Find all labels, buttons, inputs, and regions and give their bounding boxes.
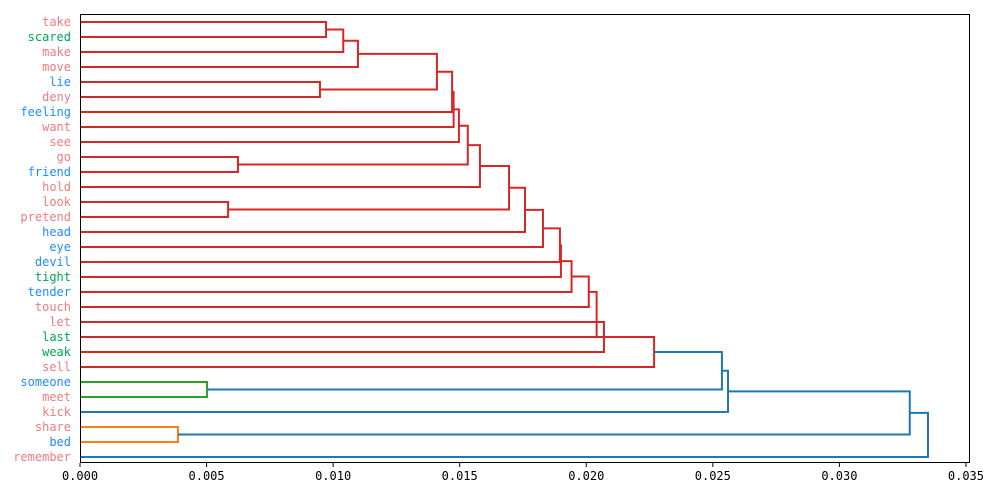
leaf-label-deny: deny: [42, 90, 71, 104]
dendrogram-link-14: [80, 208, 544, 248]
dendrogram-link-26: [177, 390, 911, 436]
dendrogram-link-1: [80, 28, 345, 53]
dendrogram-link-27: [80, 411, 929, 458]
leaf-label-sell: sell: [42, 360, 71, 374]
leaf-label-meet: meet: [42, 390, 71, 404]
leaf-labels: takescaredmakemoveliedenyfeelingwantseeg…: [13, 15, 72, 464]
leaf-label-weak: weak: [42, 345, 72, 359]
x-tick-label: 0.015: [442, 469, 478, 483]
leaf-label-go: go: [57, 150, 71, 164]
x-tick-label: 0.035: [948, 469, 984, 483]
x-tick-label: 0.010: [315, 469, 351, 483]
dendrogram-link-9: [237, 124, 469, 166]
leaf-label-hold: hold: [42, 180, 71, 194]
x-tick-label: 0.000: [62, 469, 98, 483]
dendrogram-link-3: [80, 81, 321, 98]
leaf-label-move: move: [42, 60, 71, 74]
dendrogram-link-18: [80, 275, 590, 308]
leaf-label-devil: devil: [35, 255, 71, 269]
dendrogram-link-23: [207, 351, 723, 391]
leaf-label-last: last: [42, 330, 71, 344]
dendrogram-link-7: [80, 108, 460, 143]
leaf-label-friend: friend: [28, 165, 71, 179]
leaf-label-make: make: [42, 45, 71, 59]
dendrogram-link-22: [80, 381, 209, 398]
leaf-label-want: want: [42, 120, 71, 134]
dendrogram-link-5: [80, 70, 454, 113]
leaf-label-head: head: [42, 225, 71, 239]
leaf-label-bed: bed: [49, 435, 71, 449]
dendrogram-link-10: [80, 144, 481, 188]
dendrogram-link-25: [80, 426, 179, 443]
dendrogram-link-11: [80, 201, 230, 218]
leaf-label-scared: scared: [28, 30, 71, 44]
x-tick-label: 0.025: [695, 469, 731, 483]
dendrogram-link-15: [80, 227, 561, 263]
x-axis: 0.000 0.005 0.010 0.015 0.020 0.025 0.030 0.035: [62, 463, 984, 483]
x-tick-label: 0.020: [568, 469, 604, 483]
x-tick-label: 0.005: [189, 469, 225, 483]
dendrogram-link-2: [80, 39, 359, 68]
leaf-label-take: take: [42, 15, 71, 29]
leaf-label-touch: touch: [35, 300, 71, 314]
plot-frame: [80, 14, 970, 463]
leaf-label-feeling: feeling: [20, 105, 71, 119]
leaf-label-remember: remember: [13, 450, 71, 464]
leaf-label-someone: someone: [20, 375, 71, 389]
dendrogram-link-8: [80, 156, 239, 173]
dendrogram-link-0: [80, 21, 328, 38]
dendrogram-links: [80, 21, 929, 458]
leaf-label-share: share: [35, 420, 71, 434]
x-tick-label: 0.030: [821, 469, 857, 483]
leaf-label-tender: tender: [28, 285, 71, 299]
dendrogram-link-19: [80, 290, 598, 338]
leaf-label-eye: eye: [49, 240, 71, 254]
leaf-label-tight: tight: [35, 270, 71, 284]
dendrogram-link-16: [80, 244, 562, 278]
dendrogram-link-4: [319, 52, 438, 91]
leaf-label-look: look: [42, 195, 72, 209]
leaf-label-pretend: pretend: [20, 210, 71, 224]
dendrogram-link-24: [80, 369, 730, 413]
leaf-label-kick: kick: [42, 405, 72, 419]
leaf-label-see: see: [49, 135, 71, 149]
leaf-label-let: let: [49, 315, 71, 329]
leaf-label-lie: lie: [49, 75, 71, 89]
